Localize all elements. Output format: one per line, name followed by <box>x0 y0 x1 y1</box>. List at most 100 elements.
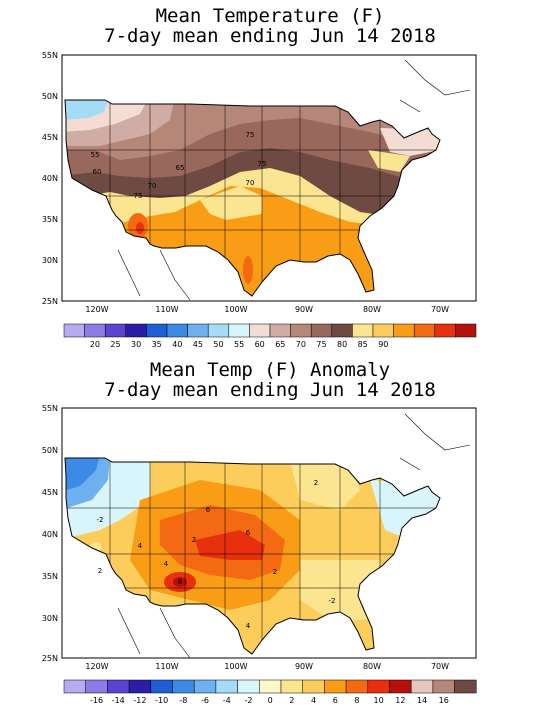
lon-label: 70W <box>431 662 449 671</box>
contour-label: 4 <box>138 542 143 550</box>
legend-swatch <box>172 679 195 694</box>
legend-label: -6 <box>201 696 209 705</box>
legend-swatch <box>302 679 325 694</box>
legend-swatch <box>434 323 456 338</box>
contour-label: 75 <box>134 192 143 200</box>
legend-label: 50 <box>213 340 223 349</box>
legend-swatch <box>372 323 394 338</box>
lon-label: 120W <box>85 662 108 671</box>
legend-swatch <box>193 679 217 694</box>
lat-label: 45N <box>42 133 58 142</box>
legend-swatch <box>85 679 108 694</box>
legend-swatch <box>413 323 436 338</box>
legend-swatch <box>345 679 369 694</box>
legend-label: -14 <box>112 696 125 705</box>
lat-label: 40N <box>42 174 58 183</box>
legend-swatch <box>84 323 106 338</box>
lon-label: 100W <box>224 305 247 314</box>
legend-swatch <box>331 323 353 338</box>
contour-label: 55 <box>91 151 100 159</box>
contour-label: 8 <box>178 578 182 586</box>
contour-label: 6 <box>246 529 251 537</box>
contour-label: 6 <box>206 506 211 514</box>
map-subtitle-temperature: 7-day mean ending Jun 14 2018 <box>104 25 436 47</box>
lat-label: 30N <box>42 256 58 265</box>
lon-label: 100W <box>224 662 247 671</box>
legend-label: 65 <box>275 340 285 349</box>
legend-swatch <box>269 323 291 338</box>
legend-label: 16 <box>439 696 449 705</box>
legend-swatch <box>410 679 434 694</box>
legend-label: -16 <box>90 696 103 705</box>
contour-label: 75 <box>246 131 255 139</box>
legend-swatch <box>432 679 455 694</box>
legend-swatch <box>128 679 152 694</box>
us-outline-temperature <box>64 99 441 297</box>
legend-swatch <box>63 323 85 338</box>
lat-label: 55N <box>42 404 58 413</box>
legend-label: 10 <box>374 696 384 705</box>
legend-label: 6 <box>333 696 338 705</box>
contour-label: 65 <box>176 164 185 172</box>
contour-label: 2 <box>192 536 196 544</box>
legend-swatch <box>280 679 303 694</box>
lat-label: 35N <box>42 572 58 581</box>
lon-label: 70W <box>431 305 449 314</box>
legend-label: 20 <box>90 340 100 349</box>
contour-label: 70 <box>246 179 255 187</box>
contour-label: 60 <box>93 168 102 176</box>
lon-label: 90W <box>295 662 313 671</box>
map-title-temperature: Mean Temperature (F) <box>155 5 385 27</box>
contour-label: 70 <box>148 182 157 190</box>
contour-label: -2 <box>329 597 336 605</box>
lat-label: 50N <box>42 446 58 455</box>
legend-swatch <box>259 679 282 694</box>
legend-swatch <box>389 679 412 694</box>
contour-label: 2 <box>314 479 318 487</box>
lat-label: 55N <box>42 51 58 60</box>
lat-label: 45N <box>42 488 58 497</box>
contour-label: 2 <box>98 567 102 575</box>
legend-swatch <box>125 323 147 338</box>
lon-label: 110W <box>155 662 178 671</box>
lon-label: 90W <box>295 305 313 314</box>
legend-label: 4 <box>311 696 316 705</box>
legend-swatch <box>352 323 374 338</box>
legend-swatch <box>237 679 260 694</box>
contour-label: 4 <box>164 560 169 568</box>
lat-label: 25N <box>42 654 58 663</box>
legend-swatch <box>324 679 347 694</box>
legend-label: -8 <box>179 696 187 705</box>
legend-swatch <box>166 323 188 338</box>
contour-label: 75 <box>258 160 267 168</box>
map-subtitle-anomaly: 7-day mean ending Jun 14 2018 <box>104 379 436 401</box>
lat-label: 30N <box>42 614 58 623</box>
legend-label: 8 <box>354 696 359 705</box>
legend-swatch <box>63 679 86 694</box>
lat-label: 35N <box>42 215 58 224</box>
legend-label: -10 <box>155 696 168 705</box>
legend-swatch <box>104 323 127 338</box>
legend-swatch <box>454 679 477 694</box>
legend-swatch <box>367 679 390 694</box>
legend-swatch <box>455 323 477 338</box>
legend-swatch <box>249 323 271 338</box>
legend-label: 40 <box>172 340 182 349</box>
color-legend-anomaly: -16 -14 -12 -10 -8 -6 -4 -2 0 2 4 6 8 10 12 14 16 <box>63 679 477 705</box>
legend-label: 0 <box>268 696 273 705</box>
lat-label: 40N <box>42 530 58 539</box>
legend-label: 70 <box>296 340 306 349</box>
legend-label: -12 <box>133 696 146 705</box>
legend-swatch <box>215 679 238 694</box>
legend-label: 85 <box>358 340 368 349</box>
lon-label: 80W <box>363 305 381 314</box>
legend-label: 80 <box>337 340 347 349</box>
legend-label: 60 <box>255 340 265 349</box>
legend-label: 12 <box>395 696 405 705</box>
lat-label: 25N <box>42 297 58 306</box>
legend-label: 30 <box>131 340 141 349</box>
legend-label: -4 <box>223 696 231 705</box>
legend-label: -2 <box>244 696 252 705</box>
legend-swatch <box>146 323 168 338</box>
